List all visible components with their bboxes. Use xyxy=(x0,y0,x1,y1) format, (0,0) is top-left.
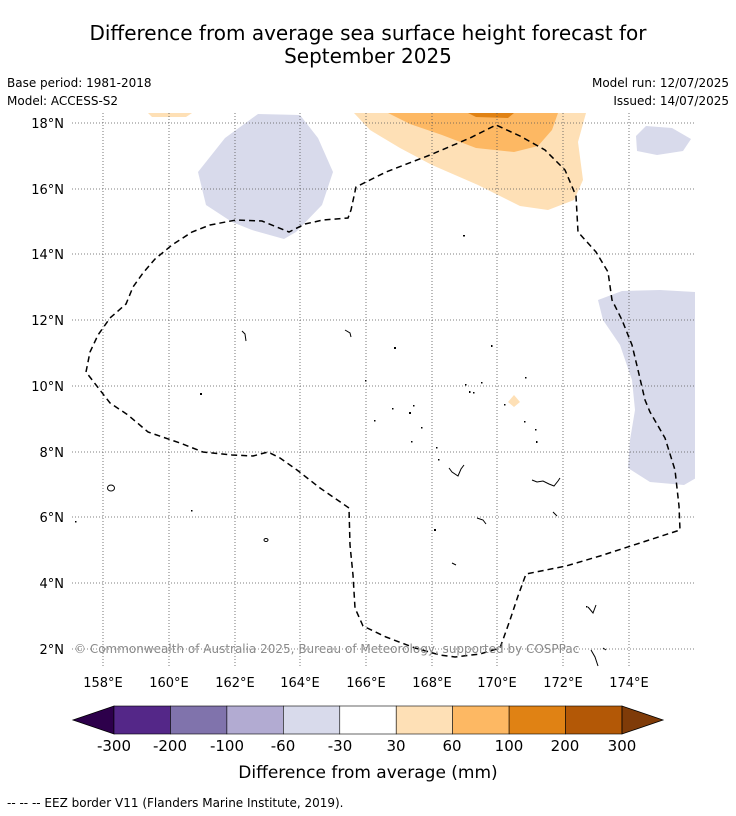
negative-anomaly-area-east xyxy=(598,290,695,485)
colorbar-tick: 30 xyxy=(386,737,405,755)
lon-label: 172°E xyxy=(543,676,583,691)
meta-left: Base period: 1981-2018 Model: ACCESS-S2 xyxy=(7,74,152,110)
islands xyxy=(107,329,607,667)
model-name: Model: ACCESS-S2 xyxy=(7,94,119,108)
eez-legend: -- -- -- EEZ border V11 (Flanders Marine… xyxy=(7,796,344,810)
lon-label: 158°E xyxy=(83,676,123,691)
model-run: Model run: 12/07/2025 xyxy=(591,76,729,90)
lat-label: 4°N xyxy=(40,577,65,592)
base-period: Base period: 1981-2018 xyxy=(7,76,152,90)
lat-label: 8°N xyxy=(40,446,65,461)
gridlines xyxy=(72,113,695,668)
positive-anomaly-small-west xyxy=(148,113,192,117)
eez-border xyxy=(85,124,681,658)
copyright-text: © Commonwealth of Australia 2025, Bureau… xyxy=(74,642,579,656)
colorbar-ticks: -300 -200 -100 -60 -30 30 60 100 200 300 xyxy=(97,737,636,755)
lon-label: 162°E xyxy=(215,676,255,691)
positive-anomaly-100-200 xyxy=(468,113,514,118)
colorbar-extend-max xyxy=(621,705,665,735)
colorbar-extend-min xyxy=(71,705,115,735)
colorbar-swatch xyxy=(395,705,453,735)
lon-label: 164°E xyxy=(280,676,320,691)
longitude-labels: 158°E 160°E 162°E 164°E 166°E 168°E 170°… xyxy=(83,676,649,691)
colorbar-swatch xyxy=(113,705,171,735)
negative-anomaly-area-northeast xyxy=(636,126,691,155)
lat-label: 14°N xyxy=(31,248,64,263)
negative-anomaly-area-north xyxy=(198,114,333,239)
map-panel xyxy=(72,113,695,668)
colorbar-tick: 100 xyxy=(495,737,524,755)
colorbar-tick: 60 xyxy=(442,737,461,755)
title-line-1: Difference from average sea surface heig… xyxy=(89,21,647,45)
colorbar-tick: -60 xyxy=(271,737,296,755)
positive-anomaly-60-100 xyxy=(388,113,558,152)
map-title: Difference from average sea surface heig… xyxy=(0,22,736,68)
positive-anomaly-small-center xyxy=(508,395,520,407)
islets xyxy=(75,235,588,608)
colorbar-swatch xyxy=(226,705,284,735)
lon-label: 168°E xyxy=(412,676,452,691)
title-line-2: September 2025 xyxy=(284,44,452,68)
lat-label: 2°N xyxy=(40,643,65,658)
lat-label: 6°N xyxy=(40,511,65,526)
colorbar-swatch xyxy=(170,705,228,735)
lat-label: 16°N xyxy=(31,183,64,198)
colorbar xyxy=(71,705,665,735)
colorbar-swatch xyxy=(452,705,510,735)
lon-label: 170°E xyxy=(477,676,517,691)
lon-label: 166°E xyxy=(346,676,386,691)
lat-label: 12°N xyxy=(31,314,64,329)
colorbar-swatch xyxy=(508,705,566,735)
lon-label: 174°E xyxy=(609,676,649,691)
colorbar-tick: -200 xyxy=(153,737,187,755)
colorbar-tick: -100 xyxy=(210,737,244,755)
colorbar-tick: -30 xyxy=(328,737,353,755)
latitude-labels: 18°N 16°N 14°N 12°N 10°N 8°N 6°N 4°N 2°N xyxy=(31,117,64,658)
colorbar-tick: 200 xyxy=(551,737,580,755)
meta-right: Model run: 12/07/2025 Issued: 14/07/2025 xyxy=(592,74,729,110)
lat-label: 18°N xyxy=(31,117,64,132)
issued-date: Issued: 14/07/2025 xyxy=(613,94,729,108)
colorbar-swatch xyxy=(565,705,623,735)
colorbar-tick: 300 xyxy=(608,737,637,755)
colorbar-swatch xyxy=(283,705,341,735)
colorbar-tick: -300 xyxy=(97,737,131,755)
lat-label: 10°N xyxy=(31,380,64,395)
lon-label: 160°E xyxy=(149,676,189,691)
colorbar-label: Difference from average (mm) xyxy=(238,763,497,783)
colorbar-swatch xyxy=(339,705,397,735)
